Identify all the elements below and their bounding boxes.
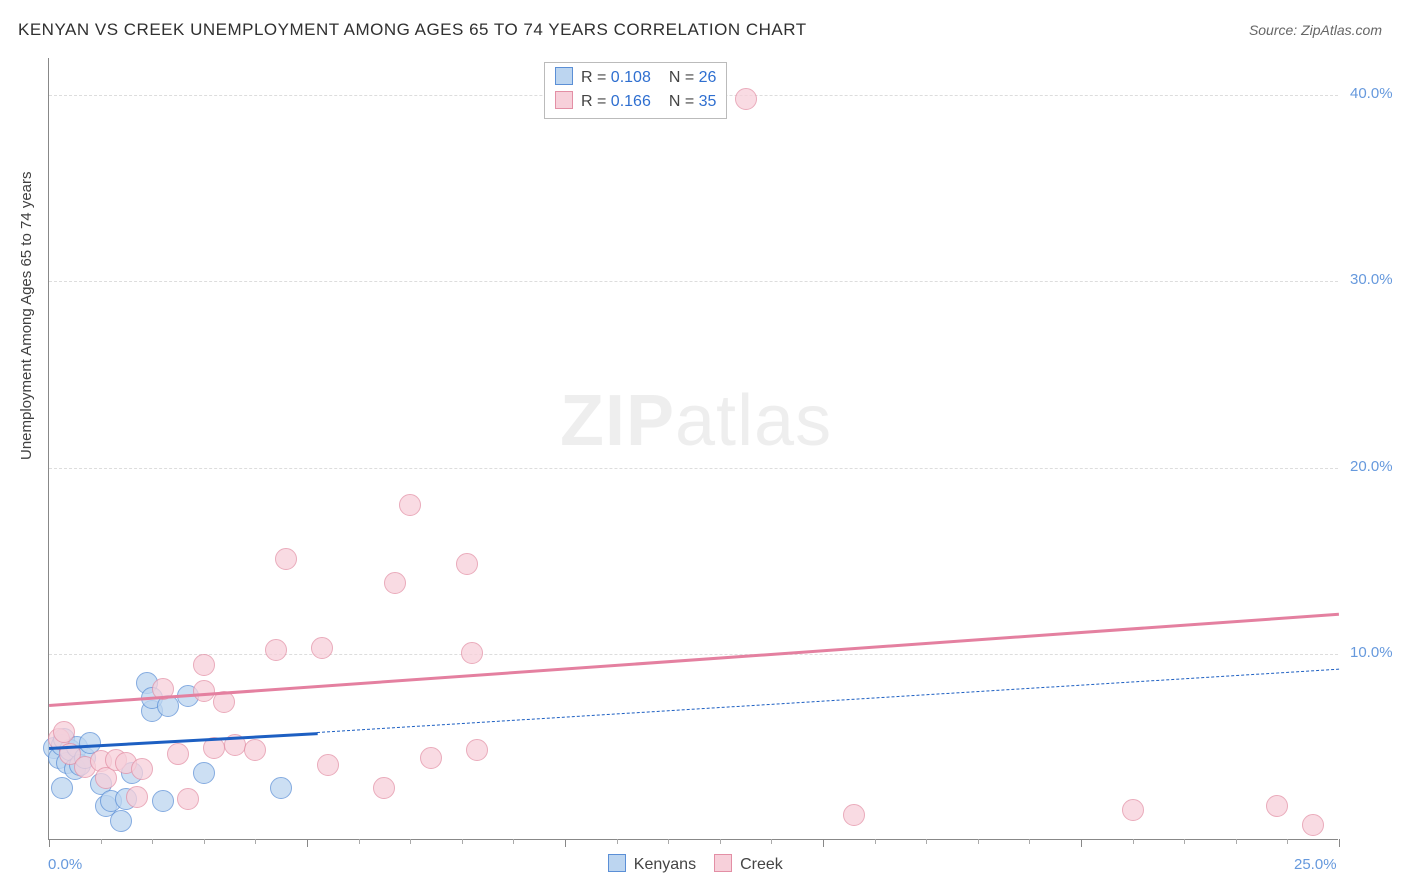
x-minor-tick <box>152 839 153 844</box>
x-minor-tick <box>410 839 411 844</box>
x-minor-tick <box>720 839 721 844</box>
y-tick-label: 30.0% <box>1350 271 1393 288</box>
data-point <box>466 739 488 761</box>
data-point <box>51 777 73 799</box>
data-point <box>456 553 478 575</box>
scatter-plot-area <box>48 58 1338 840</box>
correlation-legend: R = 0.108N = 26 R = 0.166N = 35 <box>544 62 727 119</box>
x-minor-tick <box>359 839 360 844</box>
x-minor-tick <box>255 839 256 844</box>
data-point <box>843 804 865 826</box>
gridline <box>49 468 1338 469</box>
gridline <box>49 654 1338 655</box>
x-minor-tick <box>771 839 772 844</box>
swatch-icon <box>555 67 573 85</box>
chart-title: KENYAN VS CREEK UNEMPLOYMENT AMONG AGES … <box>18 20 807 40</box>
trend-line <box>49 613 1339 707</box>
n-value: 26 <box>699 69 717 86</box>
gridline <box>49 281 1338 282</box>
legend-label: Kenyans <box>634 856 696 873</box>
x-minor-tick <box>668 839 669 844</box>
data-point <box>1266 795 1288 817</box>
x-minor-tick <box>926 839 927 844</box>
x-minor-tick <box>1029 839 1030 844</box>
x-tick-label: 25.0% <box>1294 856 1337 873</box>
x-minor-tick <box>1184 839 1185 844</box>
x-major-tick <box>1081 839 1082 847</box>
r-value: 0.108 <box>611 69 651 86</box>
data-point <box>131 758 153 780</box>
x-minor-tick <box>875 839 876 844</box>
swatch-icon <box>608 854 626 872</box>
x-minor-tick <box>1236 839 1237 844</box>
x-minor-tick <box>513 839 514 844</box>
data-point <box>193 654 215 676</box>
data-point <box>126 786 148 808</box>
data-point <box>265 639 287 661</box>
x-major-tick <box>49 839 50 847</box>
legend-label: Creek <box>740 856 783 873</box>
data-point <box>373 777 395 799</box>
data-point <box>317 754 339 776</box>
data-point <box>244 739 266 761</box>
data-point <box>399 494 421 516</box>
data-point <box>1122 799 1144 821</box>
data-point <box>461 642 483 664</box>
data-point <box>167 743 189 765</box>
x-minor-tick <box>1133 839 1134 844</box>
x-minor-tick <box>617 839 618 844</box>
data-point <box>177 788 199 810</box>
x-minor-tick <box>101 839 102 844</box>
x-major-tick <box>823 839 824 847</box>
y-tick-label: 10.0% <box>1350 644 1393 661</box>
data-point <box>193 762 215 784</box>
data-point <box>110 810 132 832</box>
x-minor-tick <box>978 839 979 844</box>
data-point <box>152 790 174 812</box>
x-minor-tick <box>1287 839 1288 844</box>
correlation-row-kenyans: R = 0.108N = 26 <box>555 66 716 90</box>
data-point <box>384 572 406 594</box>
x-major-tick <box>307 839 308 847</box>
x-tick-label: 0.0% <box>48 856 82 873</box>
data-point <box>270 777 292 799</box>
data-point <box>275 548 297 570</box>
x-major-tick <box>1339 839 1340 847</box>
data-point <box>95 767 117 789</box>
source-attribution: Source: ZipAtlas.com <box>1249 22 1382 38</box>
data-point <box>53 721 75 743</box>
series-legend: Kenyans Creek <box>590 854 783 884</box>
swatch-icon <box>555 91 573 109</box>
correlation-row-creek: R = 0.166N = 35 <box>555 90 716 114</box>
x-major-tick <box>565 839 566 847</box>
n-value: 35 <box>699 93 717 110</box>
trend-line <box>317 669 1339 733</box>
data-point <box>735 88 757 110</box>
r-value: 0.166 <box>611 93 651 110</box>
data-point <box>420 747 442 769</box>
swatch-icon <box>714 854 732 872</box>
x-minor-tick <box>204 839 205 844</box>
data-point <box>193 680 215 702</box>
y-tick-label: 40.0% <box>1350 85 1393 102</box>
data-point <box>311 637 333 659</box>
x-minor-tick <box>462 839 463 844</box>
y-tick-label: 20.0% <box>1350 458 1393 475</box>
data-point <box>1302 814 1324 836</box>
y-axis-label: Unemployment Among Ages 65 to 74 years <box>18 171 35 460</box>
